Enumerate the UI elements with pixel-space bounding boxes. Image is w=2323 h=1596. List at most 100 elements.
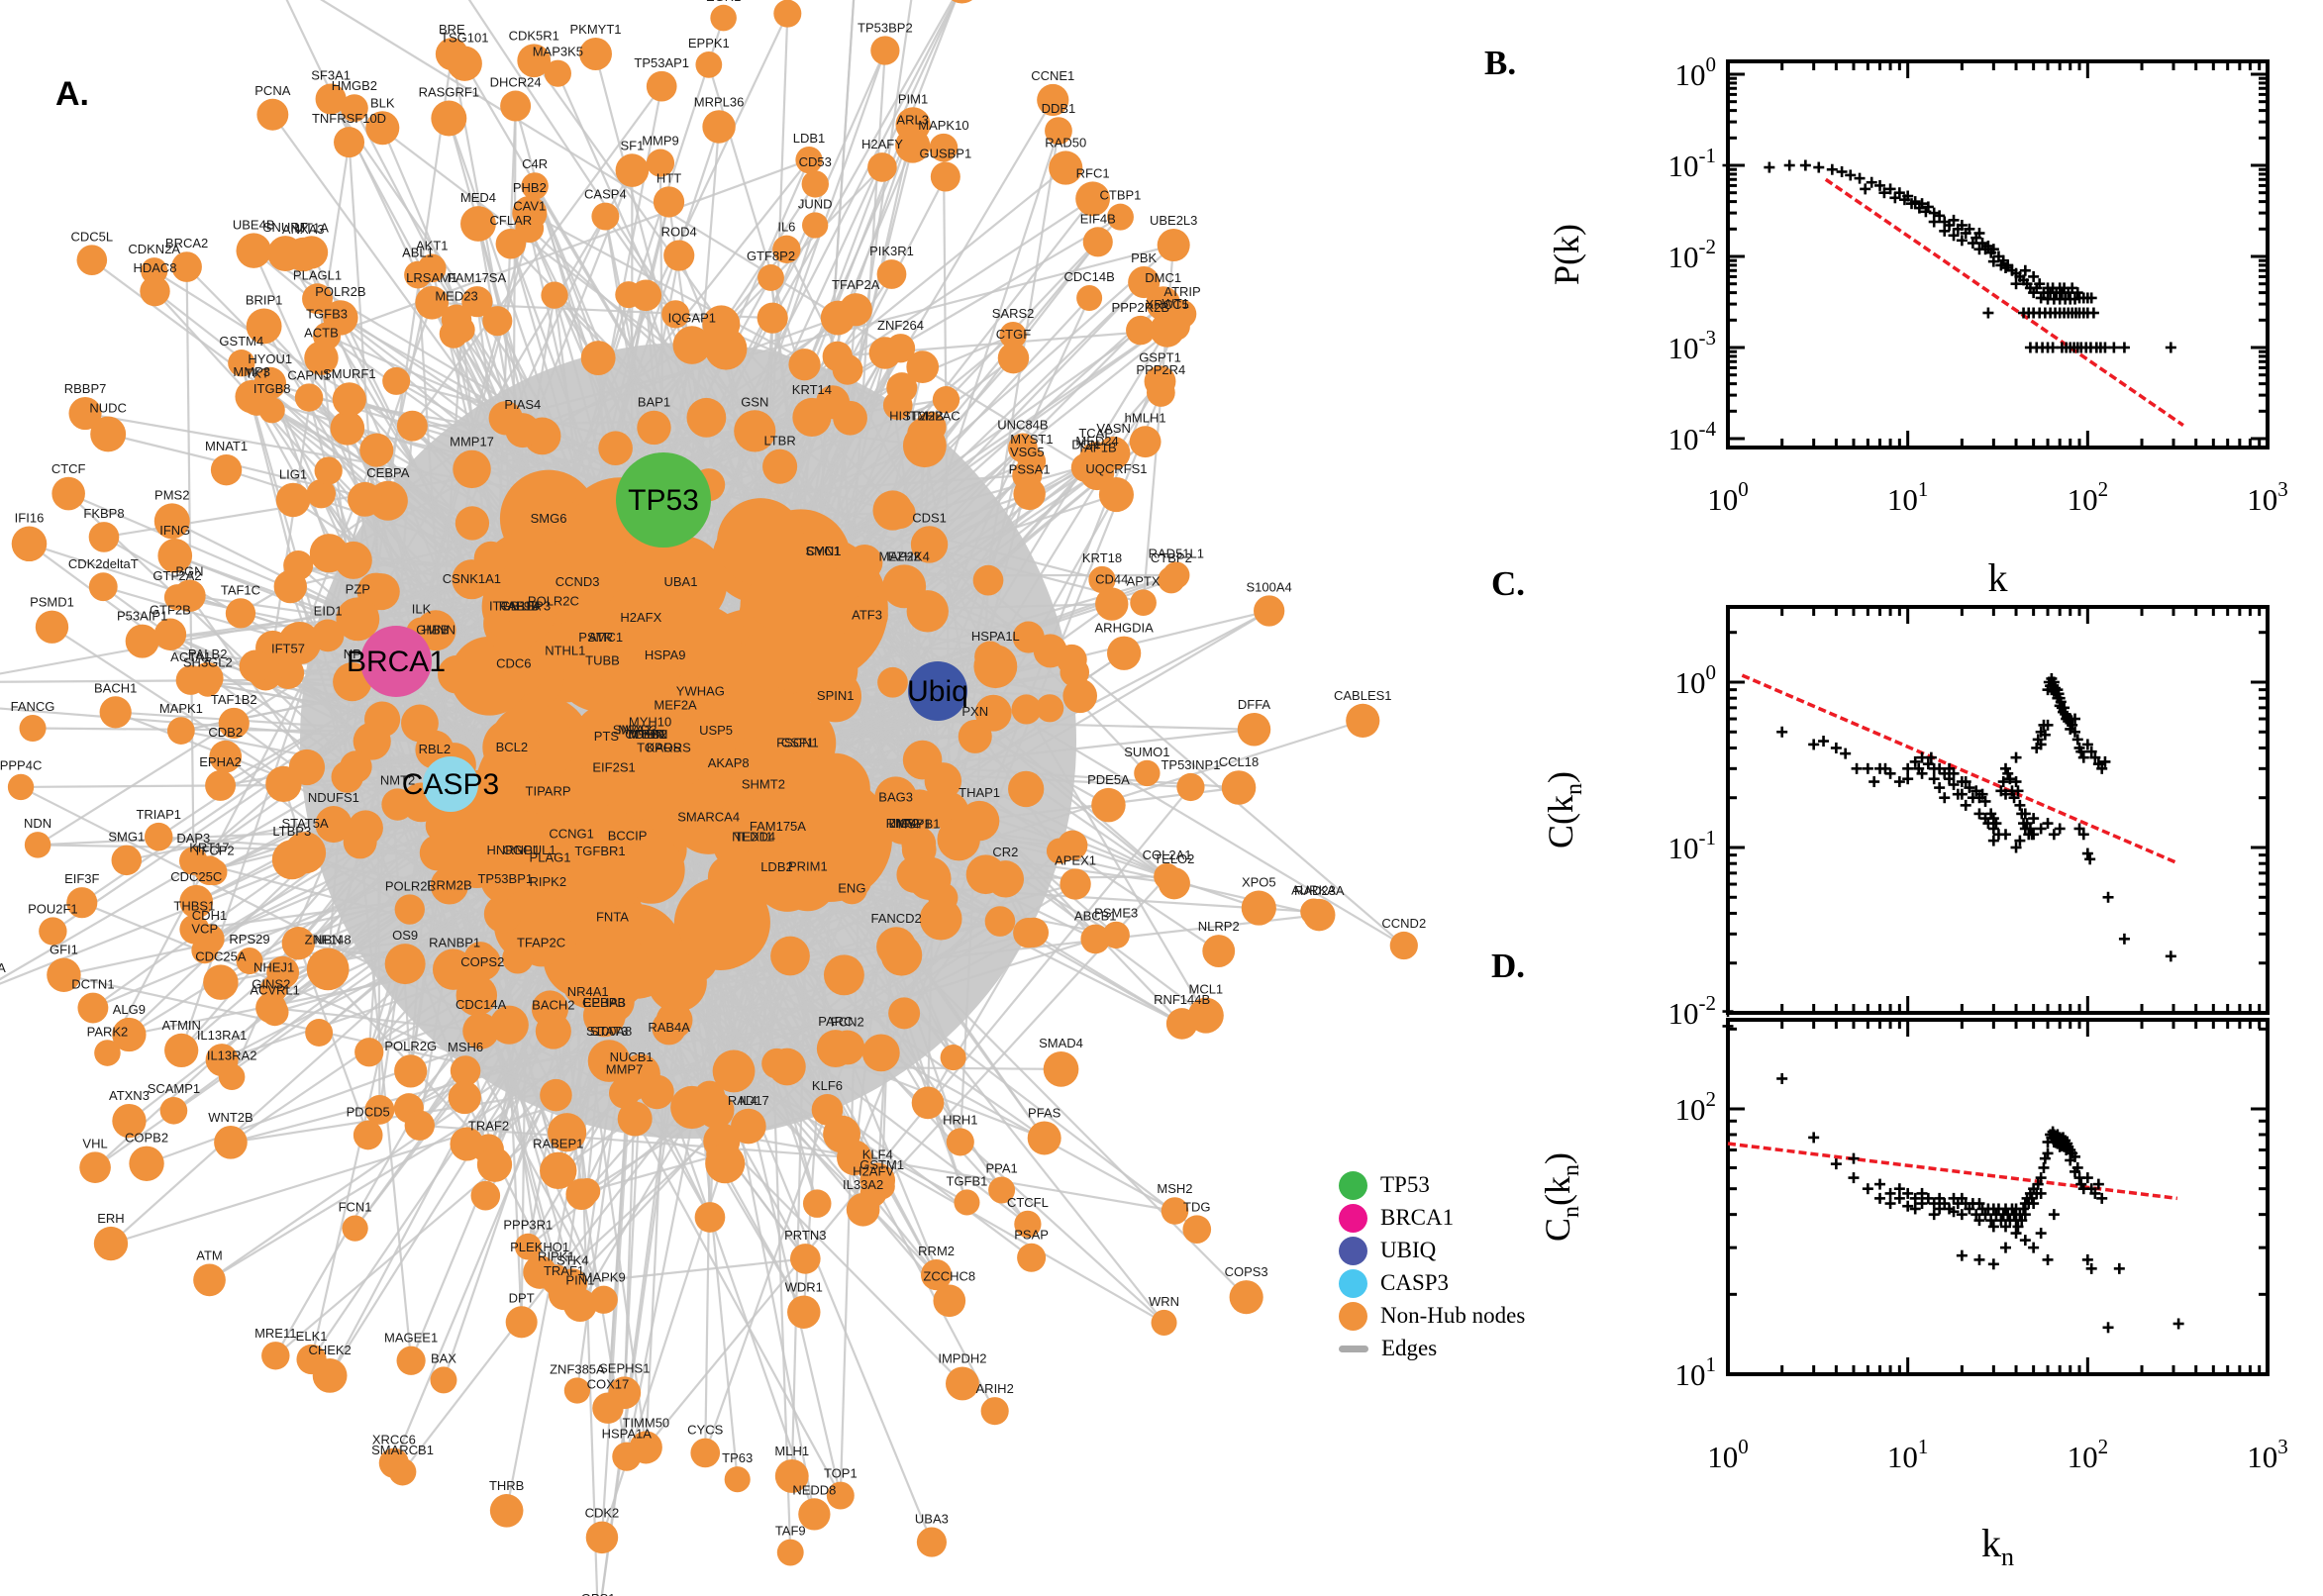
- gene-label: UBA3: [915, 1512, 949, 1527]
- gene-label: OGG1: [503, 843, 541, 857]
- gene-label: GSPT1: [1139, 349, 1181, 364]
- fit-line-C: [1741, 673, 2179, 865]
- gene-label: RRM2: [918, 1244, 955, 1258]
- gene-label: BAG3: [878, 790, 913, 805]
- gene-label: HSPA1L: [971, 629, 1020, 644]
- gene-label: TELO2: [1154, 851, 1194, 866]
- gene-label: COPB2: [125, 1131, 168, 1146]
- chart-B: 100 10-1 10-2 10-3 10-4 100 101 102 103 k P(k): [1547, 52, 2288, 600]
- gene-label: MT1A: [294, 220, 329, 235]
- gene-label: TFCP2: [193, 843, 234, 857]
- gene-label: PARC: [818, 1014, 853, 1029]
- gene-label: GUSBP1: [919, 146, 971, 160]
- svg-text:100: 100: [1675, 52, 1717, 92]
- gene-label: CD53: [799, 154, 832, 169]
- gene-label: RAD23A: [1294, 883, 1345, 898]
- gene-label: BAP1: [638, 395, 670, 410]
- legend: TP53 BRCA1 UBIQ CASP3 Non-Hub nodes Edges: [1339, 1170, 1525, 1363]
- gene-label: XRCC6: [372, 1433, 416, 1447]
- gene-label: IL4: [740, 1093, 758, 1108]
- gene-label: CEBPA: [366, 465, 409, 480]
- svg-text:102: 102: [2068, 477, 2109, 517]
- gene-label: GTF2B: [150, 602, 191, 617]
- gene-label: ABCB1: [1074, 909, 1117, 924]
- gene-label: CDK2deltaT: [68, 556, 139, 571]
- gene-label: LDB1: [793, 131, 826, 146]
- panel-d-label: D.: [1491, 947, 1526, 985]
- gene-label: PSSA1: [1009, 462, 1051, 477]
- gene-label: PDCD5: [347, 1105, 390, 1120]
- gene-label: FANCD2: [871, 911, 922, 926]
- gene-label: RIPK1: [538, 1248, 575, 1263]
- gene-label: ARL3: [896, 112, 929, 127]
- gene-label: TDG: [1183, 1199, 1210, 1214]
- gene-label: TRAF2: [468, 1118, 509, 1133]
- legend-item: UBIQ: [1339, 1236, 1525, 1265]
- gene-label: CTCF: [51, 461, 86, 476]
- chart-C: 100 10-1 10-2 C(kn): [1541, 605, 2270, 1031]
- gene-label: TAF9B: [500, 598, 540, 613]
- gene-label: RAD51L1: [1149, 546, 1204, 560]
- gene-label: PRIM1: [788, 858, 828, 873]
- gene-label: LTBR: [763, 434, 795, 449]
- legend-item: Edges: [1339, 1334, 1525, 1363]
- gene-label: ACVRL1: [250, 982, 300, 997]
- gene-label: NDUFS1: [308, 790, 359, 805]
- gene-label: TKT: [245, 366, 269, 381]
- data-points-B: [1722, 159, 2176, 353]
- gene-label: CTBP2: [1151, 550, 1192, 565]
- gene-label: TRIAP1: [136, 807, 181, 822]
- gene-label: ITGB1BP3: [489, 598, 551, 613]
- gene-label: NEDD4: [732, 829, 775, 844]
- gene-label: PLEKHO1: [510, 1240, 569, 1254]
- gene-label: TOP1: [824, 1466, 858, 1481]
- gene-label: PLAGL1: [293, 267, 342, 282]
- gene-label: EGR1: [706, 0, 741, 4]
- gene-label: TRAF1: [544, 1263, 584, 1278]
- gene-label: CCND2: [1381, 916, 1426, 931]
- gene-label: PZP: [346, 581, 370, 596]
- gene-label: ATXN3: [109, 1088, 150, 1103]
- gene-label: MCL1: [1188, 982, 1223, 997]
- gene-label: PCNA: [254, 83, 290, 98]
- gene-label: CCND3: [556, 574, 600, 589]
- gene-label: IL13RA2: [207, 1047, 257, 1062]
- gene-label: TAF1C: [221, 582, 260, 597]
- gene-label: TGFB2: [626, 727, 667, 742]
- gene-label: CABLES1: [1334, 688, 1392, 703]
- gene-label: CFLAR: [490, 213, 533, 228]
- gene-label: MSH6: [448, 1040, 483, 1054]
- gene-label: PSME3: [1094, 906, 1138, 921]
- gene-label: VASN: [1096, 421, 1130, 436]
- network-graph: ZNF24C7orf64CDC6COPS6CCND2S100A8GPS1SNRP…: [0, 0, 1426, 1596]
- gene-label: PRTN3: [784, 1228, 826, 1243]
- panel-c-label: C.: [1491, 564, 1526, 603]
- gene-label: IQGAP1: [668, 310, 716, 325]
- gene-label: COX17: [587, 1376, 630, 1391]
- gene-label: TUBB: [585, 652, 620, 667]
- gene-label: TGFBR1: [574, 844, 625, 858]
- gene-label: POU2F1: [28, 901, 78, 916]
- gene-label: MTPN: [628, 727, 664, 742]
- gene-label: SUMO1: [1124, 745, 1169, 759]
- gene-label: PIM1: [898, 91, 928, 106]
- gene-label: LIG1: [279, 467, 307, 482]
- gene-label: PPP4C: [0, 758, 42, 773]
- hub-label-brca1: BRCA1: [347, 646, 446, 678]
- gene-label: HIST2H2AC: [889, 408, 960, 423]
- gene-label: DHCR24: [490, 75, 542, 90]
- gene-label: TFAP2C: [517, 935, 565, 949]
- gene-label: TP53AP1: [634, 55, 689, 70]
- gene-label: CDH1: [192, 908, 227, 923]
- svg-text:10-1: 10-1: [1668, 144, 1717, 183]
- gene-label: CAPN1: [287, 367, 330, 382]
- gene-label: VCP: [191, 921, 218, 936]
- gene-label: CCNE1: [1031, 68, 1074, 83]
- gene-label: ATRIP: [1163, 284, 1200, 299]
- gene-label: KLF6: [812, 1078, 843, 1093]
- gene-label: EIF4B: [1080, 211, 1116, 226]
- gene-label: EPHA2: [199, 754, 242, 769]
- gene-label: HDAC8: [133, 260, 176, 275]
- gene-label: SHMT2: [742, 777, 785, 792]
